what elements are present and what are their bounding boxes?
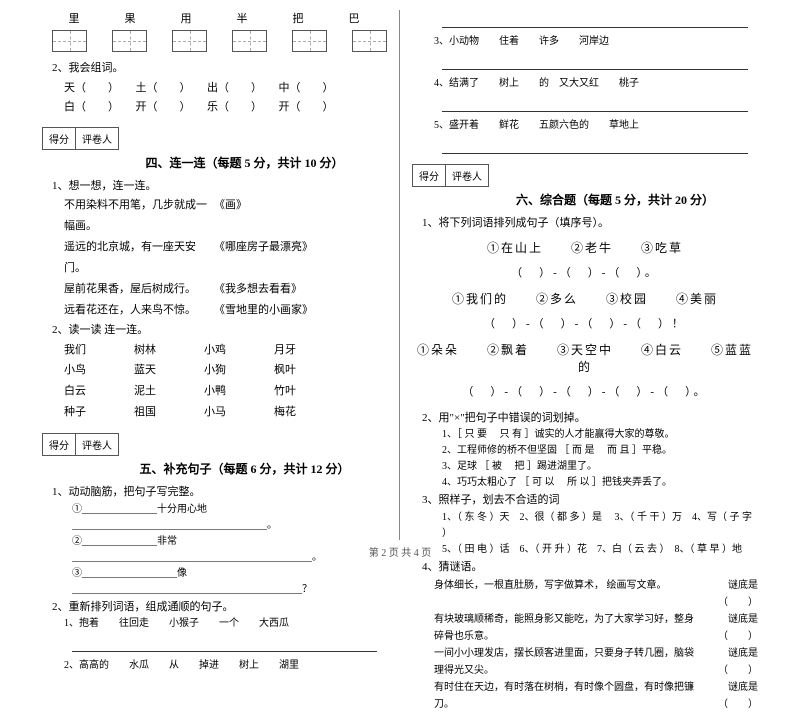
s6-blank2: （ ）-（ ）-（ ）-（ ）！: [412, 315, 758, 331]
q2-row-1: 白（ ） 开（ ） 乐（ ） 开（ ）: [64, 99, 387, 117]
tianzi-cell: [172, 30, 207, 52]
char-2: 用: [172, 10, 200, 26]
word-row: 我们树林小鸡月牙: [64, 340, 387, 361]
tianzi-cell: [112, 30, 147, 52]
s6-q4: 4、猜谜语。: [422, 558, 758, 577]
answer-line: [442, 56, 748, 70]
match-row: 不用染料不用笔，几步就成一幅画。《画》: [64, 195, 387, 237]
score-box-6: 得分 评卷人: [412, 164, 758, 187]
answer-line: [72, 638, 377, 652]
char-3: 半: [228, 10, 256, 26]
q2-label: 2、我会组词。: [52, 60, 387, 78]
right-column: 3、小动物 住着 许多 河岸边 4、结满了 树上 的 又大又红 桃子 5、盛开着…: [400, 10, 770, 540]
s6-q2-l0: 1、［ 只 要 只 有 ］诚实的人才能赢得大家的尊敬。: [442, 427, 758, 443]
answer-line: [442, 14, 748, 28]
char-0: 里: [60, 10, 88, 26]
s6-q3: 3、照样子，划去不合适的词: [422, 491, 758, 510]
char-5: 巴: [340, 10, 368, 26]
section-4-title: 四、连一连（每题 5 分，共计 10 分）: [102, 154, 387, 171]
score-de: 得分: [42, 433, 76, 456]
s6-blank3: （ ）-（ ）-（ ）-（ ）-（ ）。: [412, 383, 758, 399]
s5-q1: 1、动动脑筋，把句子写完整。: [52, 483, 387, 502]
char-1: 果: [116, 10, 144, 26]
word-row: 种子祖国小马梅花: [64, 402, 387, 423]
s6-q2-l1: 2、工程师修的桥不但坚固 ［ 而 是 而 且 ］平稳。: [442, 443, 758, 459]
s6-q1: 1、将下列词语排列成句子（填序号）。: [422, 214, 758, 233]
answer-line: [442, 98, 748, 112]
s6-blank1: （ ）-（ ）-（ ）。: [412, 264, 758, 280]
score-box-5: 得分 评卷人: [42, 433, 387, 456]
s5-sub2: 2、高高的 水瓜 从 掉进 树上 湖里: [64, 658, 387, 674]
answer-line: [442, 140, 748, 154]
word-row: 小鸟蓝天小狗枫叶: [64, 360, 387, 381]
s6-q2-l3: 4、巧巧太粗心了 ［ 可 以 所 以 ］把钱夹弄丢了。: [442, 475, 758, 491]
section-5-title: 五、补充句子（每题 6 分，共计 12 分）: [102, 460, 387, 477]
tianzi-cell: [232, 30, 267, 52]
s5-q2: 2、重新排列词语，组成通顺的句子。: [52, 598, 387, 617]
s6-q2-l2: 3、足球 ［ 被 把 ］踢进湖里了。: [442, 459, 758, 475]
score-pj: 评卷人: [446, 164, 489, 187]
score-de: 得分: [412, 164, 446, 187]
left-column: 里 果 用 半 把 巴 2、我会组词。 天（ ） 土（ ） 出（ ） 中（ ） …: [30, 10, 400, 540]
page-footer: 第 2 页 共 4 页: [0, 544, 800, 559]
char-4: 把: [284, 10, 312, 26]
s6-q2: 2、用"×"把句子中错误的词划掉。: [422, 409, 758, 428]
s5-line-0: ①_______________十分用心地___________________…: [72, 502, 387, 534]
s6-q3-l0: 1、（ 东 冬 ）天 2、很（ 都 多 ）是 3、（ 千 干 ）万 4、写（ 子…: [442, 510, 758, 542]
s6-opts2: ①我们的 ②多么 ③校园 ④美丽: [412, 290, 758, 307]
s4-q1: 1、想一想，连一连。: [52, 177, 387, 196]
tianzi-cell: [292, 30, 327, 52]
s4-q2: 2、读一读 连一连。: [52, 321, 387, 340]
s5-sub1: 1、抱着 往回走 小猴子 一个 大西瓜: [64, 616, 387, 632]
match-row: 远看花还在，人来鸟不惊。《雪地里的小画家》: [64, 300, 387, 321]
q2-row-0: 天（ ） 土（ ） 出（ ） 中（ ）: [64, 80, 387, 98]
r-q5: 5、盛开着 鲜花 五颜六色的 草地上: [434, 118, 758, 134]
score-de: 得分: [42, 127, 76, 150]
s5-line-2: ③___________________像___________________…: [72, 566, 387, 598]
score-pj: 评卷人: [76, 127, 119, 150]
s6-opts3: ①朵朵 ②飘着 ③天空中 ④白云 ⑤蓝蓝的: [412, 341, 758, 375]
tianzi-cell: [52, 30, 87, 52]
match-row: 屋前花果香，屋后树成行。《我多想去看看》: [64, 279, 387, 300]
match-row: 遥远的北京城，有一座天安门。《哪座房子最漂亮》: [64, 237, 387, 279]
tianzi-row: [52, 30, 387, 52]
riddle-grid: 身体细长，一根直肚肠，写字做算术， 绘画写文章。谜底是（ ） 有块玻璃顺稀奇，能…: [434, 577, 758, 713]
char-labels: 里 果 用 半 把 巴: [60, 10, 387, 26]
word-row: 白云泥土小鸭竹叶: [64, 381, 387, 402]
section-6-title: 六、综合题（每题 5 分，共计 20 分）: [472, 191, 758, 208]
score-pj: 评卷人: [76, 433, 119, 456]
score-box-4: 得分 评卷人: [42, 127, 387, 150]
s6-opts1: ①在山上 ②老牛 ③吃草: [412, 239, 758, 256]
r-q4: 4、结满了 树上 的 又大又红 桃子: [434, 76, 758, 92]
tianzi-cell: [352, 30, 387, 52]
r-q3: 3、小动物 住着 许多 河岸边: [434, 34, 758, 50]
